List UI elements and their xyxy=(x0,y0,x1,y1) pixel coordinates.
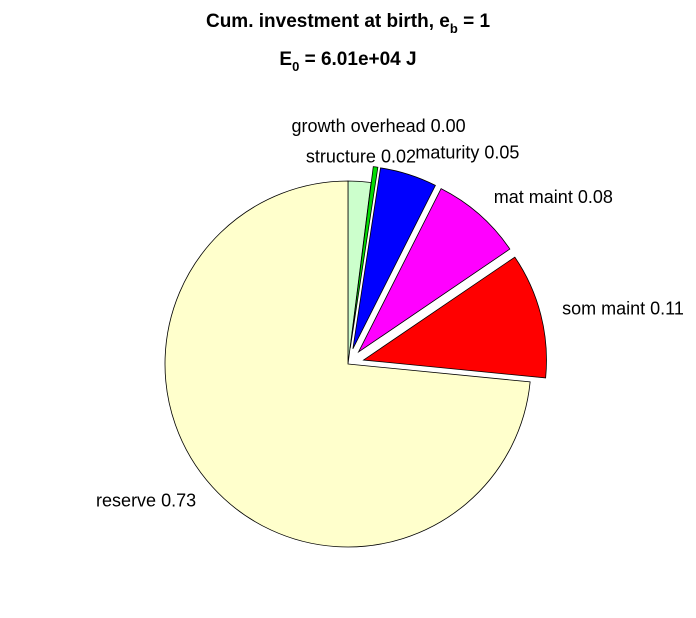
title-subscript: 0 xyxy=(292,59,299,74)
pie-slice xyxy=(164,180,531,548)
slice-value: 0.00 xyxy=(431,116,466,136)
slice-value: 0.02 xyxy=(381,146,416,166)
slice-category: mat maint xyxy=(494,187,573,207)
pie-slice xyxy=(349,166,379,349)
pie-slice xyxy=(362,256,547,379)
title-text: = 6.01e+04 J xyxy=(299,49,416,70)
slice-value: 0.05 xyxy=(484,142,519,162)
slice-value: 0.11 xyxy=(650,298,684,318)
slice-category: maturity xyxy=(415,142,479,162)
slice-category: som maint xyxy=(562,298,645,318)
slice-label: mat maint 0.08 xyxy=(494,187,613,207)
slice-category: reserve xyxy=(96,490,156,510)
chart-title: Cum. investment at birth, eb = 1 xyxy=(206,11,490,36)
slice-label: structure 0.02 xyxy=(306,146,416,166)
slice-value: 0.73 xyxy=(161,490,196,510)
slice-value: 0.08 xyxy=(578,187,613,207)
title-text: = 1 xyxy=(458,11,491,32)
slice-category: growth overhead xyxy=(292,116,426,136)
title-subscript: b xyxy=(450,21,458,36)
pie-slice xyxy=(357,188,511,354)
slice-category: structure xyxy=(306,146,376,166)
slice-label: growth overhead 0.00 xyxy=(292,116,466,136)
title-text: E xyxy=(279,49,292,70)
slice-label: reserve 0.73 xyxy=(96,490,196,510)
slice-label: maturity 0.05 xyxy=(415,142,519,162)
slice-label: som maint 0.11 xyxy=(562,298,684,318)
pie-slice xyxy=(352,167,436,349)
chart-subtitle: E0 = 6.01e+04 J xyxy=(279,49,416,74)
title-text: Cum. investment at birth, e xyxy=(206,11,450,32)
